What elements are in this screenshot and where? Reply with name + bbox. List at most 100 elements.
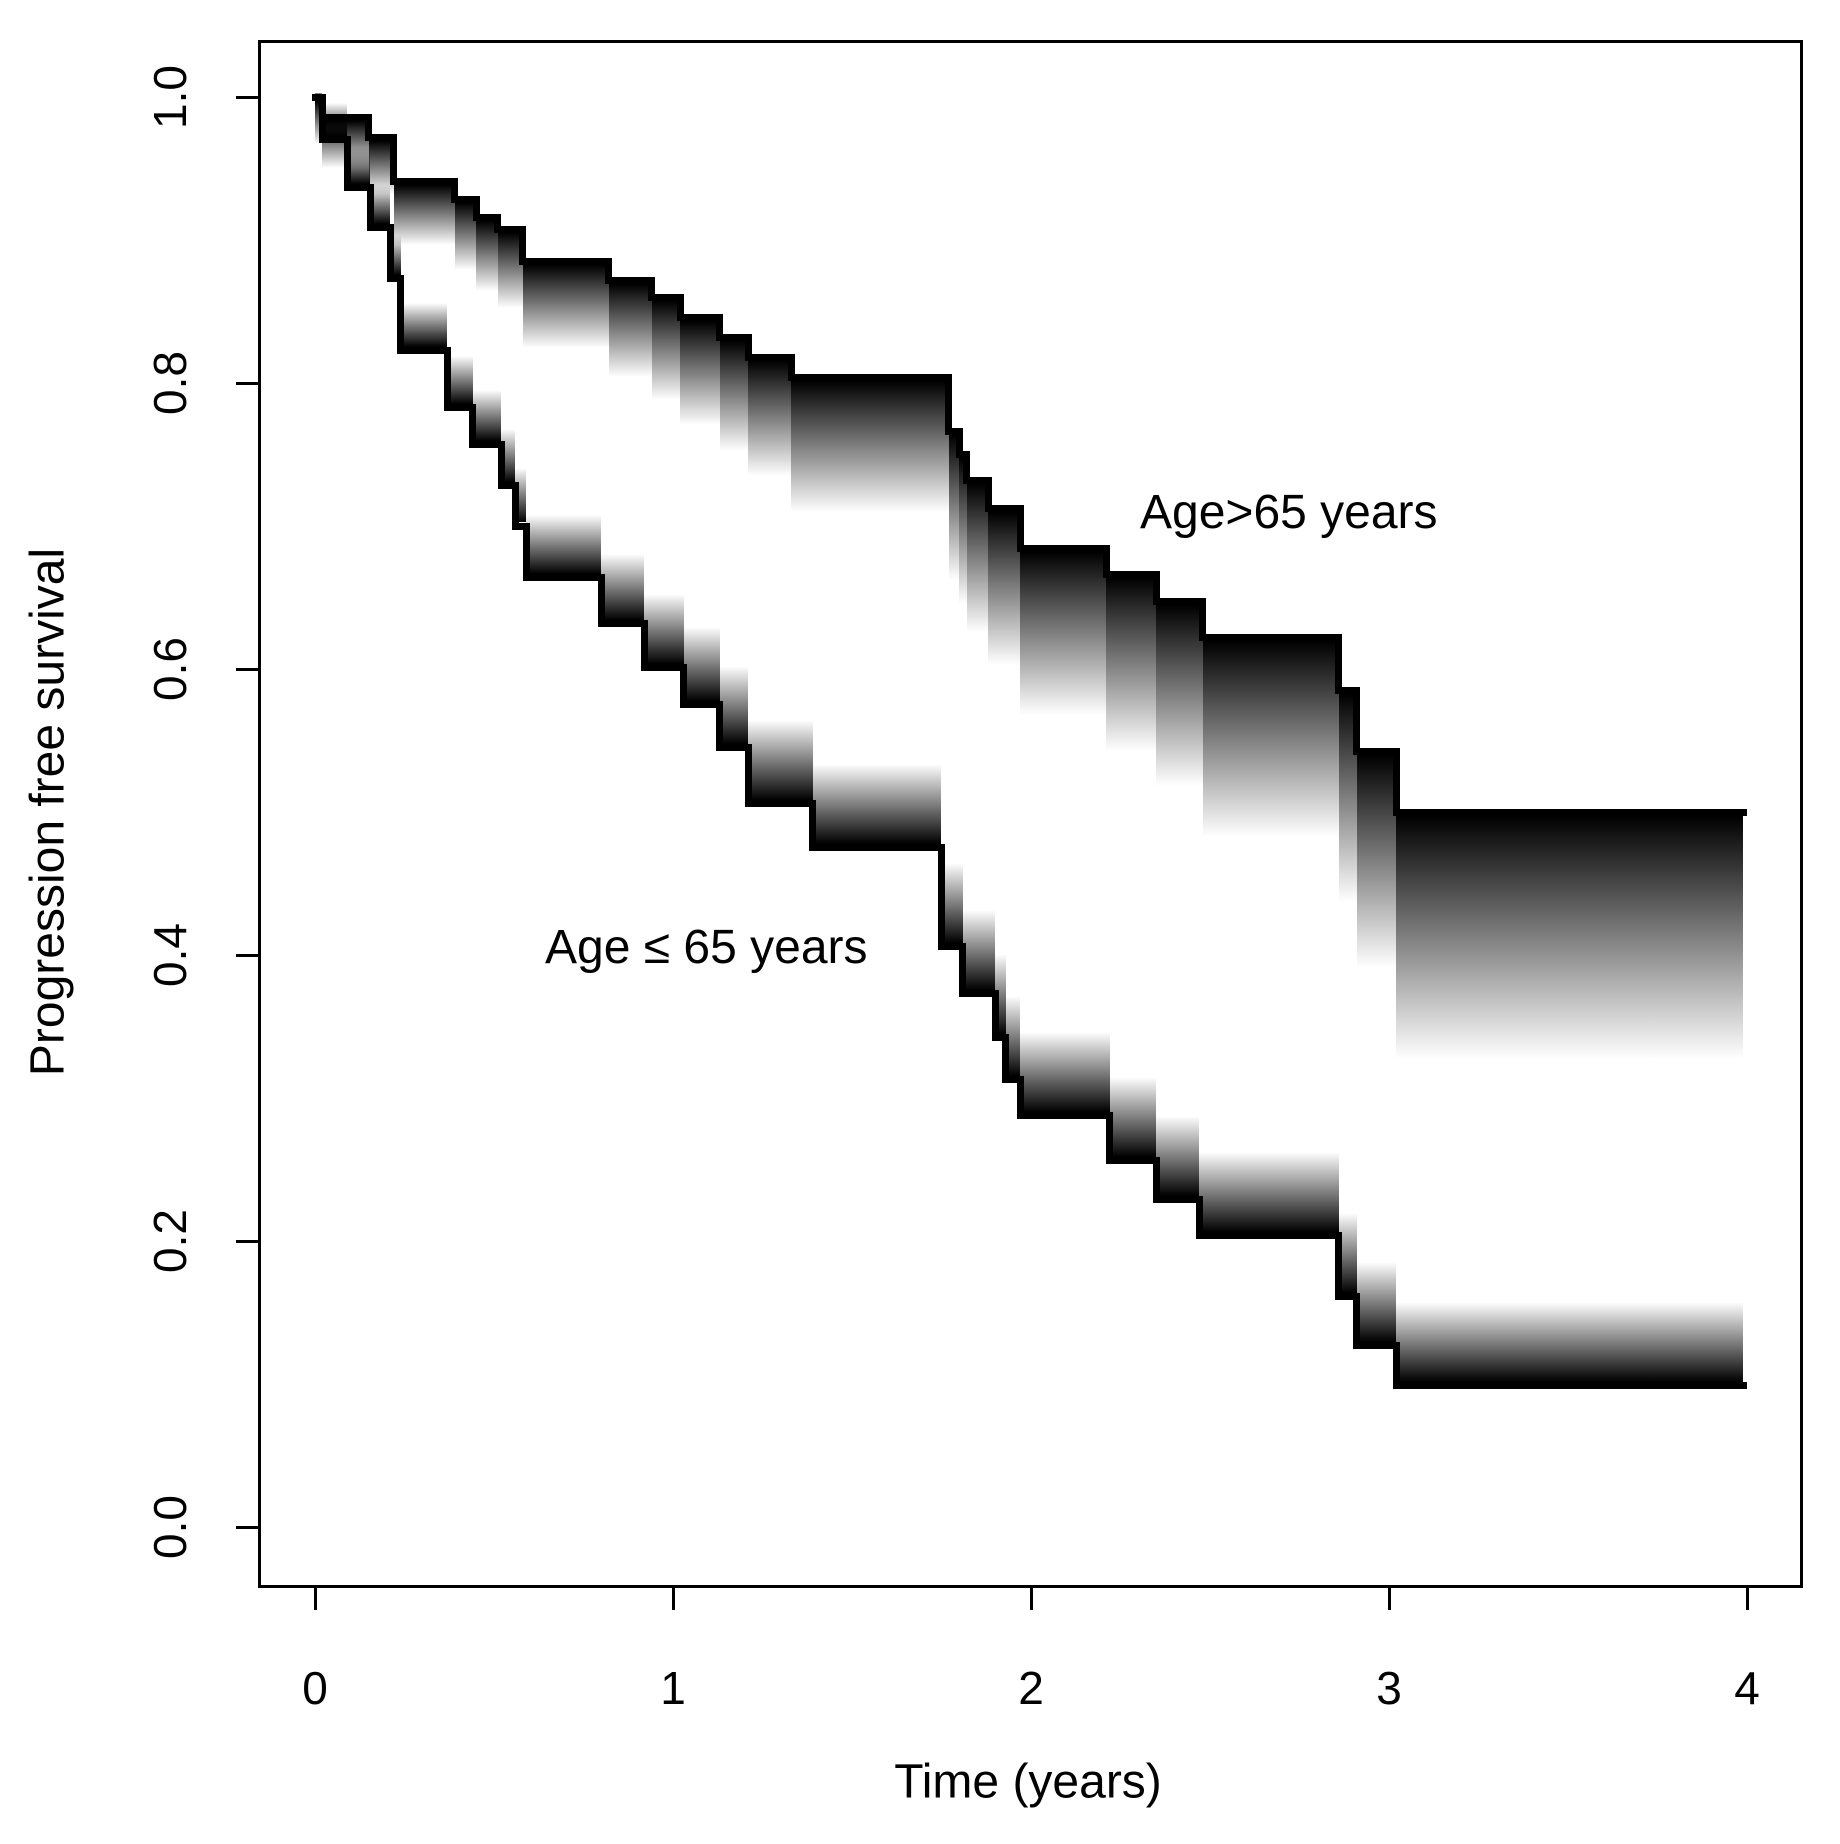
km-step-connector-age-le-65 [744, 744, 752, 807]
km-band-age-gt-65 [680, 320, 720, 426]
km-line-age-le-65 [1106, 1157, 1160, 1165]
km-band-age-gt-65 [315, 100, 323, 144]
km-step-connector-age-gt-65 [648, 276, 656, 301]
km-line-age-le-65 [809, 844, 945, 852]
km-band-age-le-65 [962, 910, 996, 991]
km-step-connector-age-le-65 [991, 990, 999, 1042]
km-step-connector-age-le-65 [1106, 1111, 1114, 1165]
km-band-age-le-65 [995, 954, 1006, 1035]
km-line-age-le-65 [497, 482, 519, 490]
km-band-age-gt-65 [1106, 578, 1157, 752]
x-tick-label: 0 [302, 1662, 328, 1714]
km-step-connector-age-le-65 [1195, 1196, 1203, 1239]
km-band-age-le-65 [447, 356, 473, 404]
y-tick-label: 0.0 [144, 1495, 196, 1559]
km-line-age-le-65 [386, 275, 405, 283]
km-band-age-le-65 [1005, 995, 1021, 1076]
km-line-age-le-65 [1016, 1111, 1114, 1119]
km-step-connector-age-gt-65 [605, 257, 613, 284]
km-band-age-gt-65 [1338, 693, 1357, 902]
km-step-connector-age-le-65 [938, 844, 945, 950]
km-band-age-gt-65 [1156, 605, 1203, 787]
km-line-age-gt-65 [648, 293, 684, 301]
km-band-age-gt-65 [651, 300, 681, 400]
km-step-connector-age-le-65 [1002, 1034, 1010, 1083]
km-line-age-le-65 [311, 93, 326, 101]
km-band-age-gt-65 [959, 458, 967, 605]
km-step-connector-age-le-65 [1335, 1231, 1343, 1301]
km-band-age-le-65 [370, 184, 391, 224]
km-band-age-le-65 [941, 862, 963, 943]
y-axis-label: Progression free survival [21, 547, 75, 1077]
km-band-age-gt-65 [497, 233, 523, 308]
km-step-connector-age-le-65 [497, 440, 505, 490]
y-tick-label: 0.2 [144, 1209, 196, 1273]
km-line-age-gt-65 [1199, 634, 1343, 642]
km-line-age-gt-65 [1392, 808, 1747, 816]
km-step-connector-age-gt-65 [451, 177, 459, 204]
x-tick-mark [1387, 1588, 1391, 1610]
km-line-age-le-65 [1392, 1381, 1747, 1389]
km-step-connector-age-le-65 [522, 522, 530, 581]
km-step-connector-age-gt-65 [1199, 598, 1207, 642]
km-step-connector-age-le-65 [366, 183, 374, 231]
km-line-age-gt-65 [716, 333, 752, 341]
y-tick-label: 0.4 [144, 923, 196, 987]
km-band-age-le-65 [472, 390, 502, 441]
km-band-age-gt-65 [748, 360, 792, 477]
y-tick-label: 0.8 [144, 351, 196, 415]
km-band-age-le-65 [644, 593, 684, 665]
km-line-age-gt-65 [945, 428, 963, 436]
km-step-connector-age-le-65 [443, 346, 451, 411]
km-line-age-gt-65 [963, 476, 992, 484]
km-step-connector-age-le-65 [511, 482, 519, 530]
km-line-age-gt-65 [605, 276, 655, 284]
km-line-age-gt-65 [955, 451, 971, 458]
km-band-age-gt-65 [1202, 641, 1339, 837]
km-step-connector-age-gt-65 [519, 226, 527, 265]
km-step-connector-age-gt-65 [365, 113, 373, 141]
curves-layer [261, 43, 1800, 1585]
km-step-connector-age-gt-65 [1016, 505, 1024, 553]
km-line-age-le-65 [1195, 1231, 1343, 1239]
km-band-age-gt-65 [791, 380, 949, 513]
km-band-age-le-65 [683, 626, 720, 702]
km-step-connector-age-gt-65 [787, 353, 795, 381]
km-band-age-le-65 [601, 553, 645, 620]
y-tick-mark [236, 1525, 258, 1529]
y-tick-mark [236, 667, 258, 671]
km-step-connector-age-le-65 [640, 619, 648, 672]
km-band-age-le-65 [1199, 1151, 1339, 1232]
km-step-connector-age-gt-65 [1152, 571, 1160, 606]
km-line-age-gt-65 [744, 353, 795, 361]
km-line-age-le-65 [1335, 1293, 1361, 1301]
km-line-age-gt-65 [1335, 686, 1361, 694]
km-band-age-gt-65 [1356, 755, 1397, 968]
km-band-age-le-65 [1020, 1031, 1110, 1112]
km-line-age-le-65 [318, 136, 351, 144]
km-line-age-gt-65 [494, 226, 527, 234]
km-line-age-le-65 [469, 440, 505, 448]
km-line-age-le-65 [716, 744, 752, 752]
km-step-connector-age-gt-65 [1102, 545, 1110, 579]
km-band-age-gt-65 [719, 340, 749, 451]
km-band-age-le-65 [501, 429, 516, 483]
km-band-age-gt-65 [476, 220, 498, 291]
km-line-age-le-65 [640, 664, 688, 672]
km-line-age-le-65 [1002, 1075, 1024, 1083]
km-line-age-le-65 [522, 573, 605, 581]
km-line-age-gt-65 [984, 505, 1024, 513]
km-line-age-le-65 [959, 990, 999, 998]
km-band-age-le-65 [1156, 1115, 1200, 1197]
km-step-connector-age-gt-65 [472, 196, 480, 221]
km-step-connector-age-le-65 [1392, 1341, 1400, 1389]
km-band-age-le-65 [1338, 1213, 1357, 1294]
km-step-connector-age-gt-65 [1392, 748, 1400, 816]
km-step-connector-age-gt-65 [744, 333, 752, 361]
km-line-age-le-65 [511, 522, 530, 530]
km-step-connector-age-le-65 [1152, 1157, 1160, 1204]
km-line-age-le-65 [1353, 1341, 1400, 1349]
km-step-connector-age-le-65 [343, 136, 351, 191]
km-band-age-le-65 [1356, 1261, 1397, 1342]
